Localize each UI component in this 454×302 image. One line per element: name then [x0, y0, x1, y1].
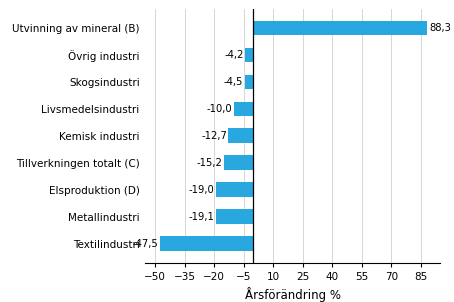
Bar: [253, 21, 427, 35]
Bar: [223, 156, 253, 170]
Text: -10,0: -10,0: [207, 104, 232, 114]
Bar: [216, 182, 253, 197]
Text: -12,7: -12,7: [201, 131, 227, 141]
X-axis label: Årsförändring %: Årsförändring %: [245, 287, 341, 302]
Text: -19,0: -19,0: [189, 185, 215, 195]
Text: -47,5: -47,5: [133, 239, 158, 249]
Bar: [245, 75, 253, 89]
Bar: [160, 236, 253, 251]
Text: 88,3: 88,3: [429, 23, 451, 33]
Text: -4,5: -4,5: [224, 77, 243, 87]
Bar: [234, 101, 253, 116]
Text: -15,2: -15,2: [196, 158, 222, 168]
Bar: [216, 209, 253, 224]
Bar: [228, 128, 253, 143]
Text: -4,2: -4,2: [224, 50, 244, 60]
Bar: [245, 47, 253, 63]
Text: -19,1: -19,1: [188, 212, 214, 222]
